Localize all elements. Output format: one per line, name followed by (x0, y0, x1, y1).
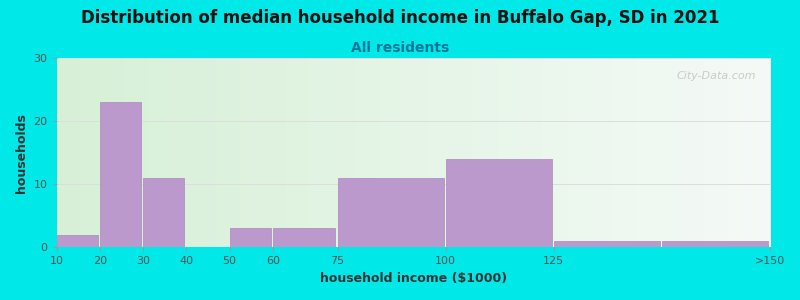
Bar (554, 241, 660, 248)
Bar (662, 241, 768, 248)
Bar (100, 102, 141, 248)
X-axis label: household income ($1000): household income ($1000) (320, 272, 507, 285)
Text: City-Data.com: City-Data.com (676, 71, 756, 81)
Text: Distribution of median household income in Buffalo Gap, SD in 2021: Distribution of median household income … (81, 9, 719, 27)
Bar (57, 235, 98, 247)
Bar (143, 178, 184, 247)
Y-axis label: households: households (15, 113, 28, 193)
Bar (338, 178, 443, 247)
Bar (273, 229, 335, 247)
Bar (446, 159, 552, 247)
Text: All residents: All residents (351, 40, 449, 55)
Bar (230, 229, 270, 247)
